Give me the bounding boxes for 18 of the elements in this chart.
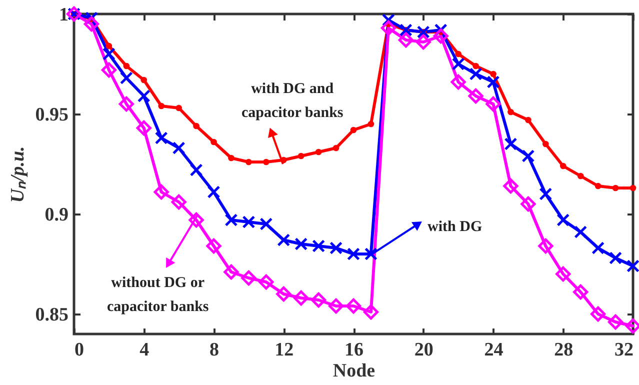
- y-tick-label: 0.95: [35, 104, 68, 126]
- x-tick-label: 8: [210, 340, 219, 360]
- legend-label: with DG: [428, 219, 482, 235]
- x-tick-label: 28: [554, 340, 574, 360]
- x-tick-label: 32: [614, 340, 634, 360]
- series-label: without DG or capacitor banks: [106, 275, 209, 315]
- y-tick-label: 1: [59, 4, 68, 26]
- series-label: with DG and capacitor banks: [241, 81, 344, 121]
- y-tick-label: 0.85: [35, 304, 68, 326]
- x-tick-label: 16: [344, 340, 364, 360]
- x-tick-label: 20: [414, 340, 434, 360]
- x-tick-label: 24: [484, 340, 504, 360]
- x-axis-title: Node: [332, 360, 376, 382]
- x-tick-label: 12: [274, 340, 294, 360]
- y-tick-label: 0.9: [44, 204, 68, 226]
- y-axis-title: Uₙ/p.u.: [7, 146, 28, 203]
- x-tick-label: 4: [140, 340, 150, 360]
- x-tick-label: 0: [74, 340, 84, 360]
